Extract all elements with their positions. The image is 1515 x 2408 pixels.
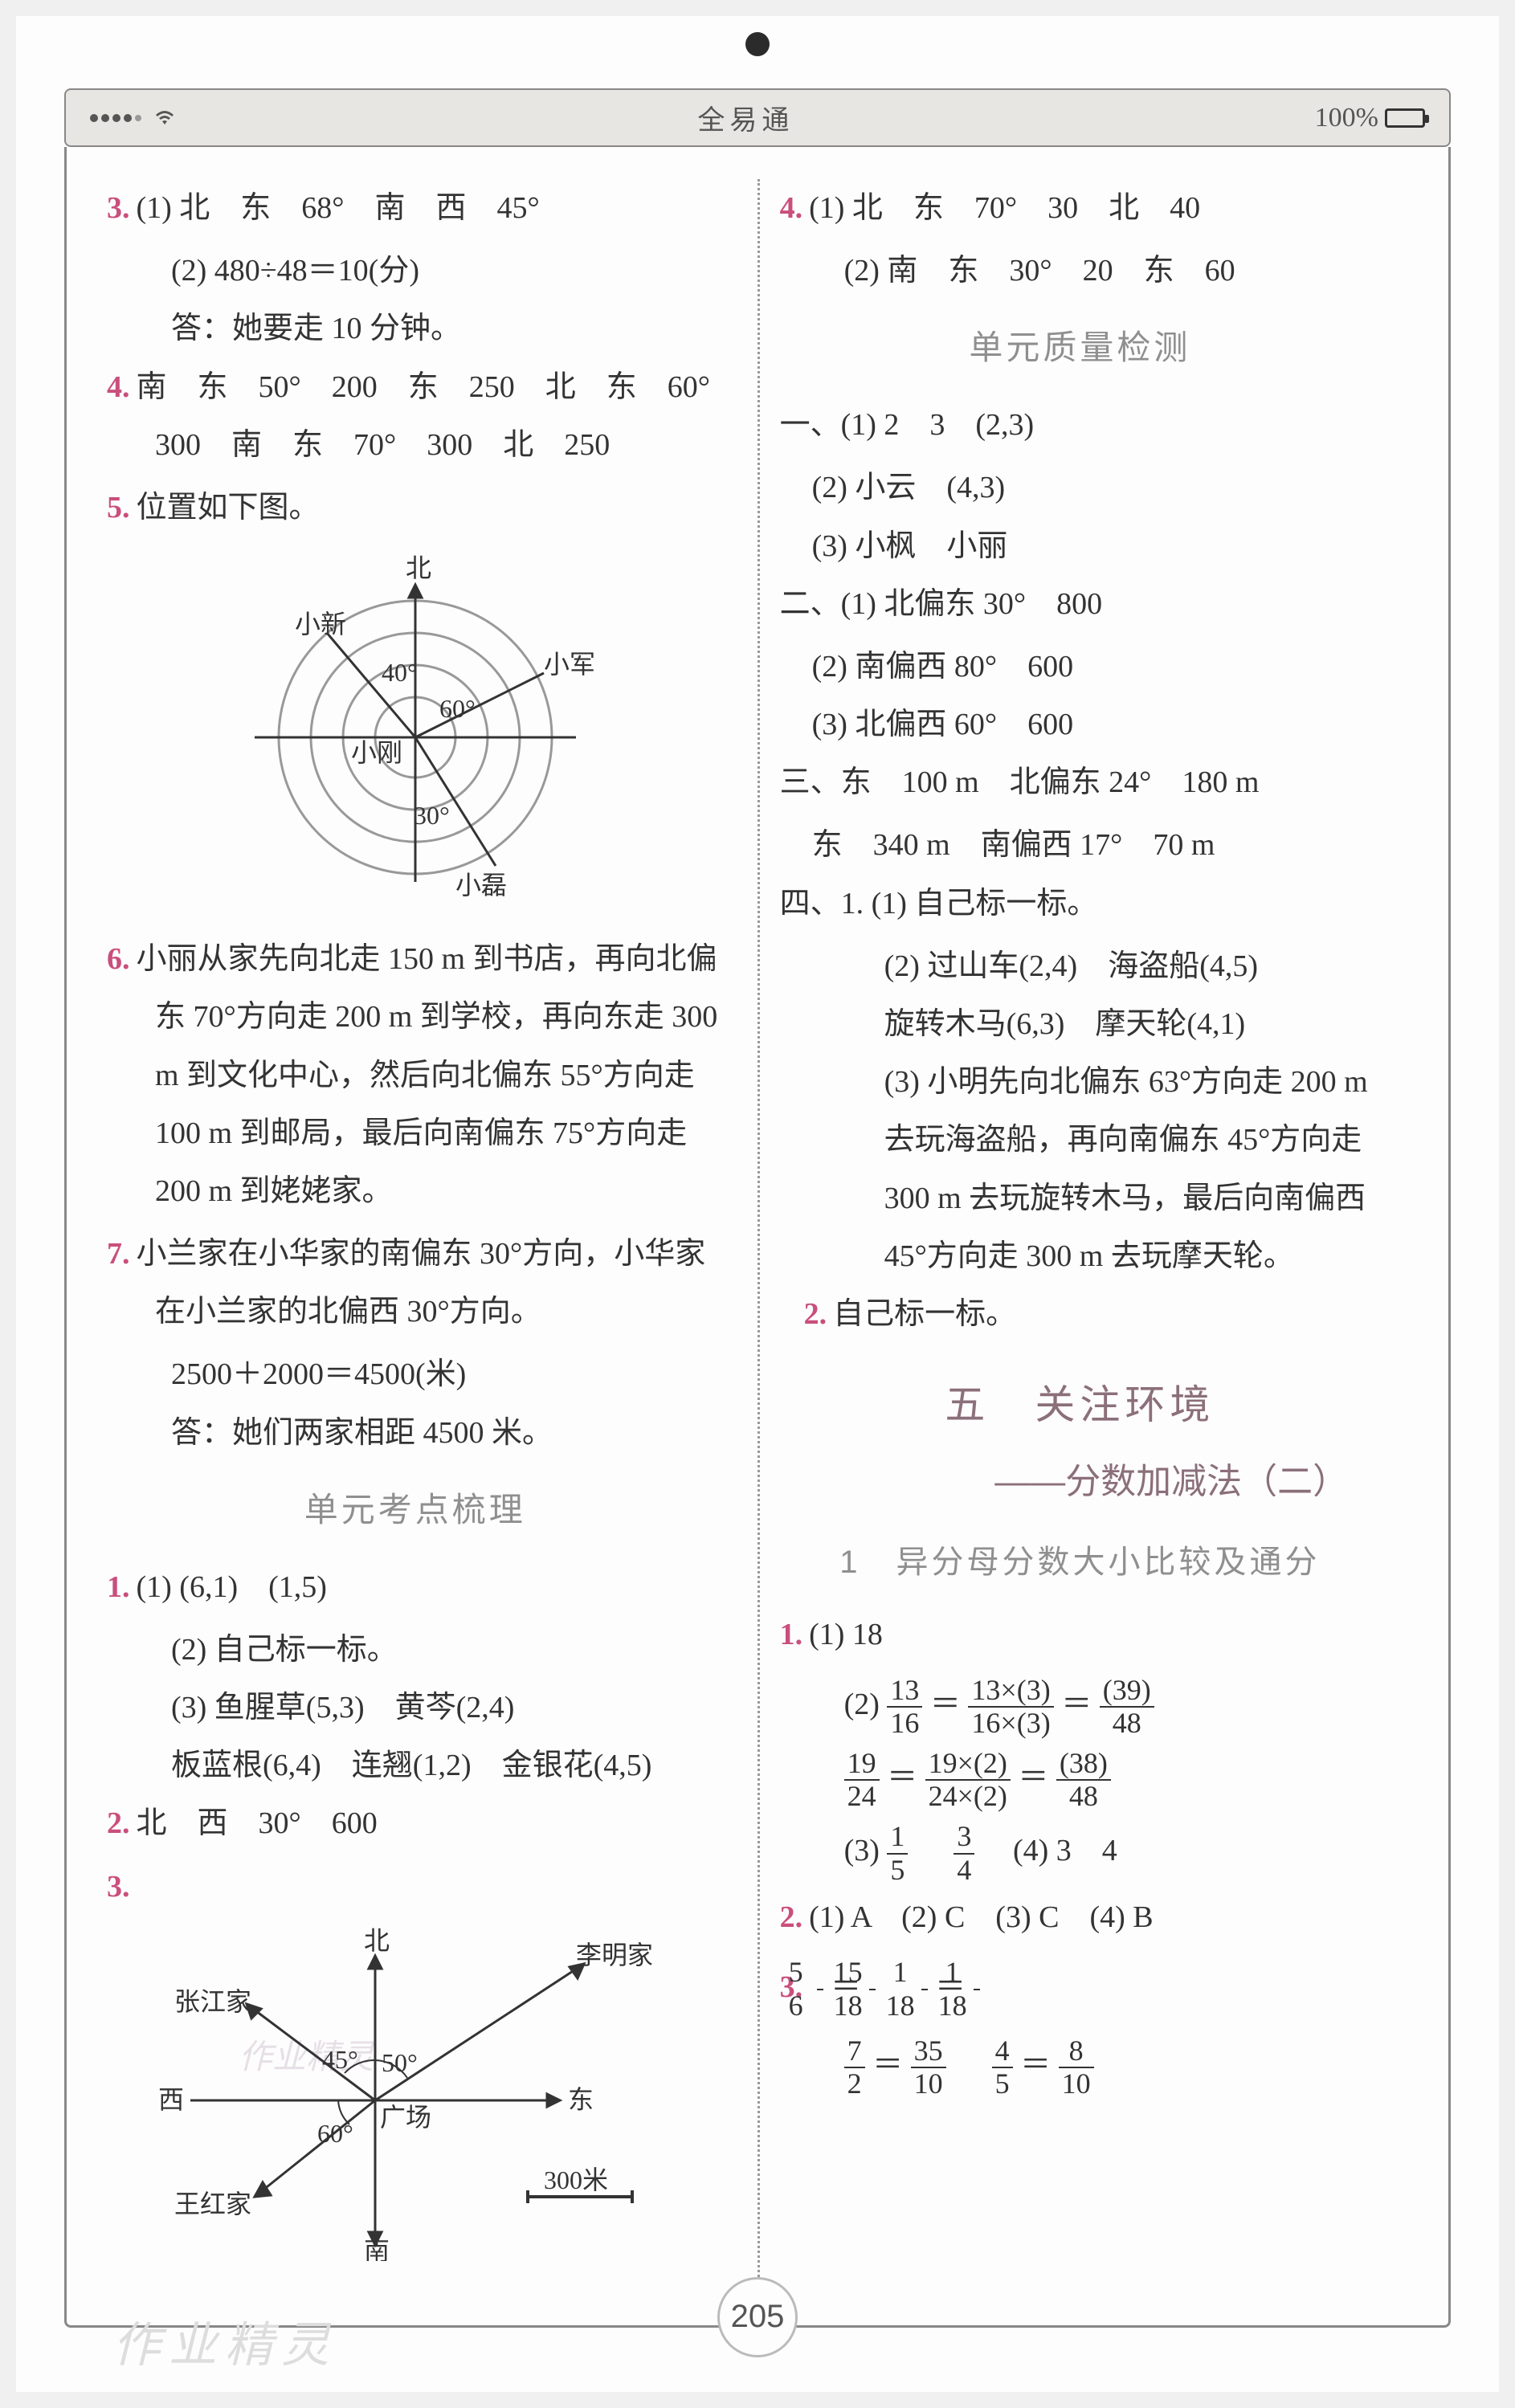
svg-text:60°: 60° (439, 694, 476, 723)
item-3-2: (2) 480÷48＝10(分) (107, 242, 724, 300)
svg-text:60°: 60° (317, 2119, 353, 2148)
svg-text:40°: 40° (382, 658, 418, 687)
svg-text:南: 南 (364, 2236, 390, 2261)
frac-1-34: (3) 15 34 (4) 3 4 (780, 1814, 1381, 1888)
status-bar: 全易通 100% (64, 88, 1451, 147)
svg-text:小刚: 小刚 (351, 738, 402, 767)
frac-2: 2.(1) A (2) C (3) C (4) B (780, 1888, 1381, 1946)
frac-1-3: 1924 ＝ 19×(2)24×(2) ＝ (38)48 (780, 1741, 1381, 1814)
r-item-4: 4.(1) 北 东 70° 30 北 40 (780, 179, 1381, 237)
item-6: 6.小丽从家先向北走 150 m 到书店，再向北偏东 70°方向走 200 m … (107, 930, 724, 1220)
item-7: 7.小兰家在小华家的南偏东 30°方向，小华家在小兰家的北偏西 30°方向。 (107, 1225, 724, 1341)
svg-text:西: 西 (158, 2085, 184, 2114)
svg-text:王红家: 王红家 (174, 2190, 251, 2218)
diagram-concentric: 北 小新 小军 小刚 小磊 40° 60° 30° (206, 545, 624, 914)
test-4-item2: 2.自己标一标。 (780, 1285, 1381, 1343)
camera-dot (745, 32, 770, 56)
test-1-3: (3) 小枫 小丽 (780, 517, 1381, 575)
sec1-title: 1 异分母分数大小比较及通分 (780, 1532, 1381, 1593)
review-1-4: 板蓝根(6,4) 连翘(1,2) 金银花(4,5) (107, 1737, 724, 1794)
svg-text:张江家: 张江家 (174, 1987, 251, 2016)
frac-3: 3. 56 ＝ 1518 118 ＝ 118 (780, 1951, 1381, 2024)
diagram-compass: 作业精灵 北 南 东 (142, 1924, 688, 2261)
column-divider (758, 179, 760, 2277)
review-1-3: (3) 鱼腥草(5,3) 黄芩(2,4) (107, 1679, 724, 1737)
test-2-3: (3) 北偏西 60° 600 (780, 696, 1381, 753)
test-3-1: 三、东 100 m 北偏东 24° 180 m (780, 753, 1381, 811)
test-4-3: 旋转木马(6,3) 摩天轮(4,1) (780, 995, 1381, 1053)
test-1-2: (2) 小云 (4,3) (780, 459, 1381, 516)
item-7-ans: 答：她们两家相距 4500 米。 (107, 1404, 724, 1462)
test-3-2: 东 340 m 南偏西 17° 70 m (780, 816, 1381, 874)
battery-icon (1385, 108, 1425, 128)
svg-text:李明家: 李明家 (576, 1941, 653, 1969)
item-3: 3.(1) 北 东 68° 南 西 45° (107, 179, 724, 237)
status-title: 全易通 (697, 98, 794, 137)
right-column: 4.(1) 北 东 70° 30 北 40 (2) 南 东 30° 20 东 6… (756, 179, 1381, 2277)
content-frame: 3.(1) 北 东 68° 南 西 45° (2) 480÷48＝10(分) 答… (64, 147, 1451, 2328)
svg-text:北: 北 (364, 1926, 390, 1955)
review-1: 1.(1) (6,1) (1,5) (107, 1558, 724, 1616)
test-2-1: 二、(1) 北偏东 30° 800 (780, 575, 1381, 633)
test-4-2: (2) 过山车(2,4) 海盗船(4,5) (780, 937, 1381, 995)
page-number-badge: 205 (717, 2277, 798, 2357)
page-number: 205 (717, 2277, 798, 2357)
review-2: 2.北 西 30° 600 (107, 1794, 724, 1852)
footer-watermark: 作业精灵 (112, 2306, 337, 2376)
r-item-4-2: (2) 南 东 30° 20 东 60 (780, 242, 1381, 300)
left-column: 3.(1) 北 东 68° 南 西 45° (2) 480÷48＝10(分) 答… (107, 179, 732, 2277)
item-7-eq: 2500＋2000＝4500(米) (107, 1345, 724, 1403)
status-battery: 100% (1315, 103, 1425, 133)
frac-1-2: (2) 1316 ＝ 13×(3)16×(3) ＝ (39)48 (780, 1668, 1381, 1741)
svg-text:北: 北 (406, 553, 431, 582)
svg-text:东: 东 (568, 2085, 594, 2114)
frac-1: 1.(1) 18 (780, 1606, 1381, 1663)
svg-text:小新: 小新 (295, 610, 346, 639)
status-signal (90, 103, 177, 133)
svg-text:小军: 小军 (544, 650, 595, 679)
test-1-1: 一、(1) 2 3 (2,3) (780, 396, 1381, 454)
frac-3b: 72 ＝ 3510 45 ＝ 810 (780, 2029, 1381, 2102)
test-4: 四、1. (1) 自己标一标。 (780, 875, 1381, 933)
svg-text:300米: 300米 (544, 2165, 608, 2194)
item-4: 4.南 东 50° 200 东 250 北 东 60° 300 南 东 70° … (107, 358, 724, 474)
svg-text:50°: 50° (382, 2048, 418, 2077)
item-3-ans: 答：她要走 10 分钟。 (107, 300, 724, 357)
heading-test: 单元质量检测 (780, 316, 1381, 380)
svg-text:小磊: 小磊 (455, 871, 507, 900)
test-2-2: (2) 南偏西 80° 600 (780, 638, 1381, 696)
heading-review: 单元考点梳理 (107, 1478, 724, 1542)
unit5-title: 五 关注环境 (780, 1367, 1381, 1443)
test-4-4: (3) 小明先向北偏东 63°方向走 200 m去玩海盗船，再向南偏东 45°方… (780, 1053, 1381, 1285)
review-3: 3. (107, 1858, 724, 1916)
page: 全易通 100% 3.(1) 北 东 68° 南 西 45° (2) 480÷4… (16, 16, 1499, 2392)
unit5-sub: ——分数加减法（二） (780, 1448, 1381, 1516)
wifi-icon (153, 103, 177, 133)
item-5: 5.位置如下图。 (107, 479, 724, 537)
svg-text:45°: 45° (322, 2045, 358, 2074)
review-1-2: (2) 自己标一标。 (107, 1621, 724, 1679)
svg-text:广场: 广场 (380, 2103, 431, 2132)
svg-text:30°: 30° (414, 801, 450, 830)
